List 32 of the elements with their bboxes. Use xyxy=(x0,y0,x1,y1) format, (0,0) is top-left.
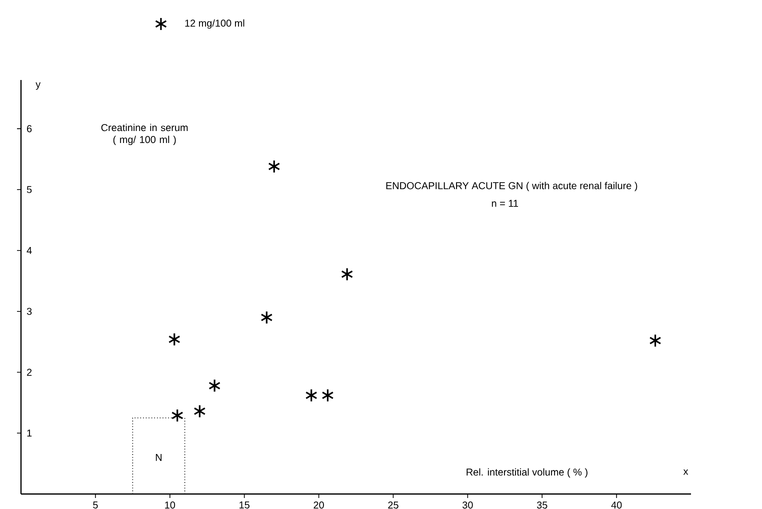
y-axis-title: Creatinine in serum ( mg/ 100 ml ) xyxy=(101,124,188,146)
x-axis-title: Rel. interstitial volume ( % ) xyxy=(466,468,588,478)
x-tick-label: 15 xyxy=(240,502,250,508)
point xyxy=(305,388,318,402)
x-tick-label: 10 xyxy=(165,502,176,509)
point xyxy=(208,378,221,392)
x-tick-label: 40 xyxy=(611,502,622,509)
y-tick-label: 3 xyxy=(26,308,32,315)
point xyxy=(194,404,206,418)
annotation: x xyxy=(683,469,688,475)
x-tick-label: 20 xyxy=(314,502,324,509)
point xyxy=(171,408,184,422)
point xyxy=(268,160,280,174)
text: 12 mg/100 ml xyxy=(185,19,244,29)
x-tick-label: 35 xyxy=(536,502,548,509)
text: n = 11 xyxy=(492,200,518,207)
annotation: y xyxy=(36,82,41,90)
x-tick-label: 25 xyxy=(388,502,398,509)
point xyxy=(649,334,662,348)
annotation: N xyxy=(156,454,162,461)
point xyxy=(341,267,354,282)
x-tick-label: 30 xyxy=(462,502,473,509)
y-tick-label: 2 xyxy=(27,368,32,376)
point xyxy=(260,310,273,324)
y-tick-label: 5 xyxy=(26,186,32,194)
x-tick-label: 5 xyxy=(93,502,98,508)
y-tick-label: 4 xyxy=(26,247,32,254)
y-tick-label: 6 xyxy=(27,125,32,132)
text: ENDOCAPILLARY ACUTE GN ( with acute renal failure ) xyxy=(386,182,638,192)
point xyxy=(322,388,334,402)
y-tick-label: 1 xyxy=(27,430,32,437)
point xyxy=(168,332,180,346)
